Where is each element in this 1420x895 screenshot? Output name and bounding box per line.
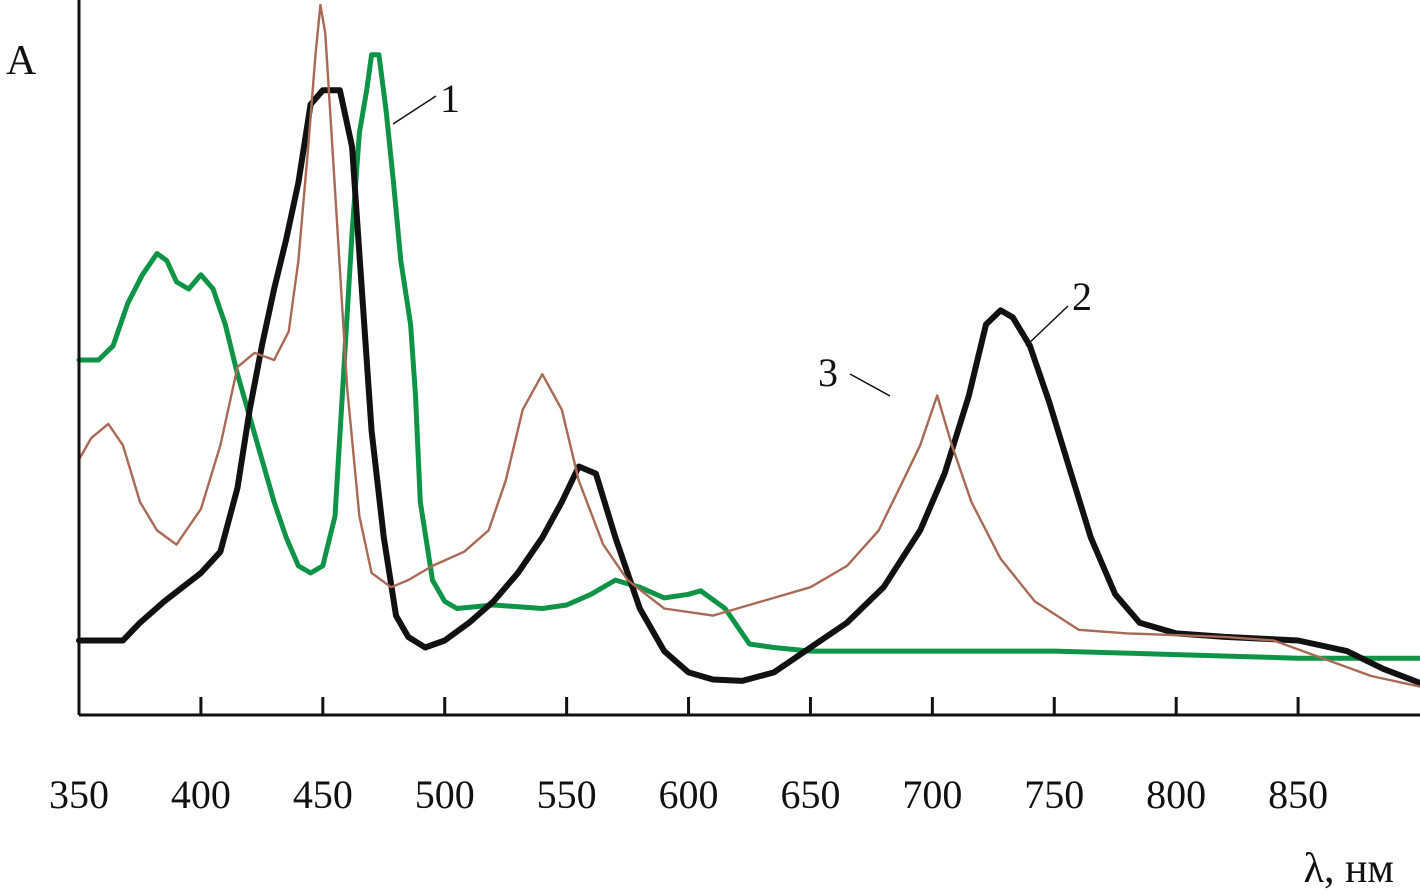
x-tick-label-750: 750 [1024, 772, 1084, 817]
series-layer [76, 3, 1420, 688]
curve-labels: 1 2 3 [392, 76, 1092, 397]
x-tick-label-600: 600 [659, 772, 719, 817]
x-tick-label-350: 350 [49, 772, 109, 817]
x-tick-label-850: 850 [1268, 772, 1328, 817]
x-tick-label-500: 500 [415, 772, 475, 817]
curve-label-leader-1 [392, 95, 437, 125]
x-tick-label-650: 650 [780, 772, 840, 817]
x-tick-label-550: 550 [537, 772, 597, 817]
x-ticks [77, 697, 1300, 715]
curve-label-leader-2 [1025, 305, 1069, 347]
series-line-1 [76, 52, 1420, 661]
curve-label-3: 3 [818, 350, 838, 395]
x-tick-label-700: 700 [902, 772, 962, 817]
x-tick-label-450: 450 [293, 772, 353, 817]
x-tick-label-800: 800 [1146, 772, 1206, 817]
x-axis-title: λ, нм [1304, 846, 1394, 890]
y-axis-title: A [6, 38, 37, 84]
series-line-3 [77, 3, 1420, 688]
curve-label-2: 2 [1072, 274, 1092, 319]
x-tick-label-400: 400 [171, 772, 231, 817]
x-tick-labels: 350 400 450 500 550 600 650 700 750 800 850 [49, 772, 1328, 817]
axes-layer [77, 0, 1420, 717]
curve-label-1: 1 [440, 76, 460, 121]
series-line-2 [76, 87, 1420, 686]
curve-label-leader-3 [849, 373, 891, 397]
